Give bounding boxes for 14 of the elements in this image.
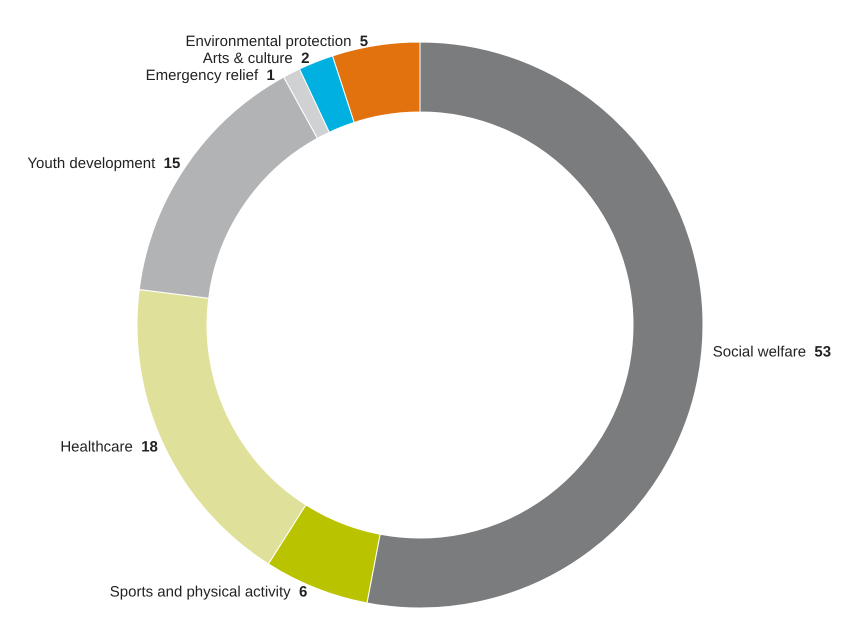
slice-label: Environmental protection [185,33,352,50]
data-label: 18 [141,438,158,456]
slice-label: Healthcare [60,438,133,456]
slice-label: Youth development [27,155,156,172]
slice-label: Sports and physical activity [110,583,292,600]
data-label: 6 [299,583,308,600]
data-label: 53 [814,344,832,361]
data-label: 2 [301,50,310,68]
slice-label: Arts & culture [202,50,293,68]
slice-label: Emergency relief [146,67,259,84]
data-label: 1 [266,67,275,84]
data-label: 15 [164,155,180,172]
data-label: 5 [360,33,368,50]
slice-label: Social welfare [712,344,806,361]
